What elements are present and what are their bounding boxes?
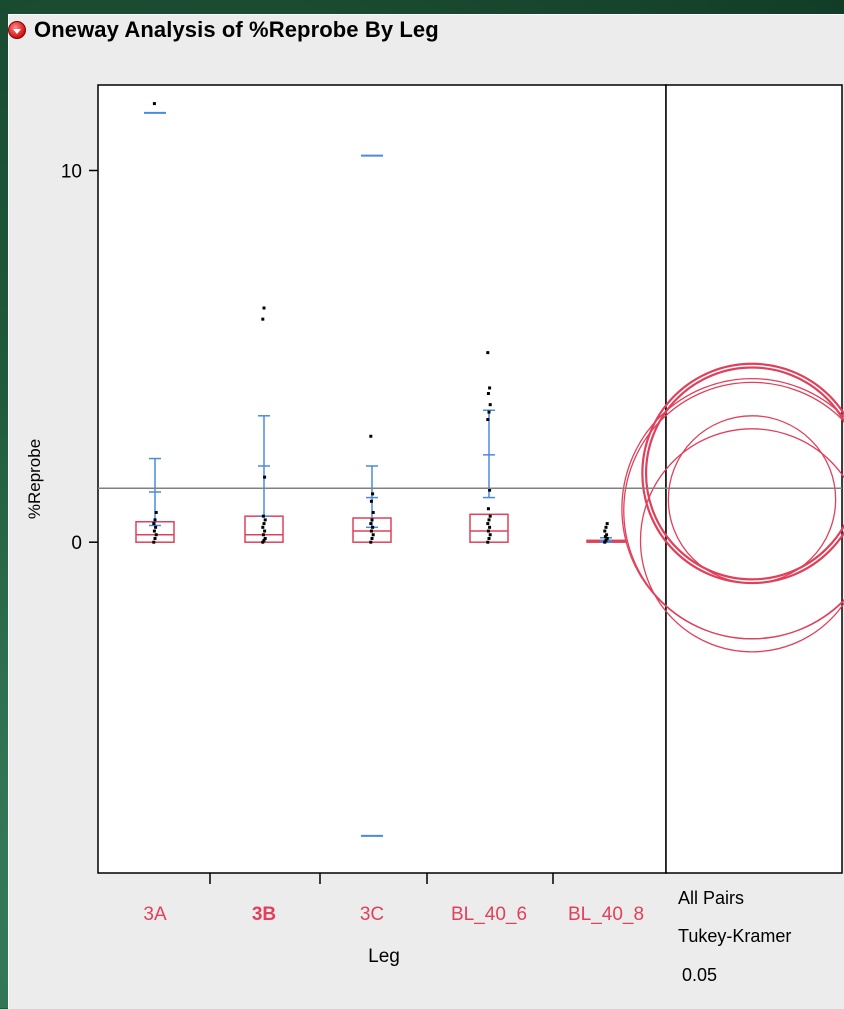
comparison-method-line1: All Pairs <box>678 888 744 908</box>
data-point-3B <box>263 529 267 533</box>
comparison-circle <box>644 366 844 581</box>
comparison-circle <box>667 415 837 584</box>
plot-frame <box>97 84 667 874</box>
comparison-method-line2: Tukey-Kramer <box>678 926 791 946</box>
chart-marks <box>135 102 626 837</box>
data-point-3C <box>371 492 375 496</box>
data-point-BL_40_8 <box>603 540 607 544</box>
data-point-3B <box>262 538 266 542</box>
comparison-circle <box>639 428 844 653</box>
data-point-3B <box>261 533 265 537</box>
data-point-BL_40_8 <box>603 535 607 539</box>
data-point-BL_40_6 <box>487 536 491 540</box>
data-point-3B <box>262 522 266 526</box>
data-point-3C <box>370 536 374 540</box>
data-point-BL_40_8 <box>605 533 609 537</box>
data-point-BL_40_6 <box>486 529 490 533</box>
data-point-BL_40_6 <box>486 418 490 422</box>
data-point-BL_40_6 <box>488 386 492 390</box>
data-point-3C <box>370 518 374 522</box>
disclosure-triangle-icon[interactable] <box>8 21 26 39</box>
y-tick-label: 10 <box>61 161 82 182</box>
x-tick-label-3c: 3C <box>360 904 384 925</box>
data-point-BL_40_6 <box>488 525 492 529</box>
data-point-3C <box>369 434 373 438</box>
data-point-BL_40_6 <box>486 522 490 526</box>
data-point-3A <box>154 510 158 514</box>
y-axis: 0 10 %Reprobe <box>25 161 98 554</box>
data-point-BL_40_6 <box>488 403 492 407</box>
data-point-3B <box>261 317 265 321</box>
data-point-3B <box>261 540 265 544</box>
data-point-BL_40_6 <box>488 514 492 518</box>
data-point-3A <box>153 518 157 522</box>
data-point-BL_40_8 <box>604 538 608 542</box>
data-point-3A <box>152 540 156 544</box>
data-point-BL_40_6 <box>486 540 490 544</box>
data-point-3A <box>153 536 157 540</box>
report-header: Oneway Analysis of %Reprobe By Leg <box>8 10 836 50</box>
x-axis-label: Leg <box>368 946 400 967</box>
comparison-circle <box>623 381 844 640</box>
data-point-3B <box>263 536 267 540</box>
data-point-3A <box>152 102 156 106</box>
page-title: Oneway Analysis of %Reprobe By Leg <box>34 17 439 42</box>
data-point-BL_40_6 <box>488 488 492 492</box>
data-point-BL_40_8 <box>605 536 609 540</box>
data-point-BL_40_6 <box>486 392 490 396</box>
data-point-3A <box>154 533 158 537</box>
x-tick-label-3b: 3B <box>252 904 276 925</box>
data-point-BL_40_6 <box>486 351 490 355</box>
data-point-BL_40_6 <box>486 507 490 511</box>
y-axis-label: %Reprobe <box>25 439 44 519</box>
data-point-3B <box>261 525 265 529</box>
data-point-BL_40_8 <box>605 522 609 526</box>
x-axis: 3A 3B 3C BL_40_6 BL_40_8 Leg <box>143 873 644 967</box>
comparison-circles <box>621 362 844 653</box>
comparison-alpha: 0.05 <box>682 965 717 985</box>
data-point-3C <box>369 540 373 544</box>
x-tick-label-3a: 3A <box>143 904 167 925</box>
data-point-3B <box>261 514 265 518</box>
comparison-legend: All Pairs Tukey-Kramer 0.05 <box>678 888 791 985</box>
data-point-3C <box>369 499 373 503</box>
data-point-3B <box>263 518 267 522</box>
data-point-3A <box>152 529 156 533</box>
data-point-3C <box>371 525 375 529</box>
data-point-3C <box>371 510 375 514</box>
data-point-BL_40_6 <box>487 410 491 414</box>
data-point-3C <box>371 533 375 537</box>
x-tick-label-bl-40-8: BL_40_8 <box>568 904 644 925</box>
data-point-BL_40_6 <box>487 518 491 522</box>
data-point-BL_40_6 <box>488 533 492 537</box>
data-point-3C <box>369 522 373 526</box>
data-point-3B <box>263 475 267 479</box>
x-tick-label-bl-40-6: BL_40_6 <box>451 904 527 925</box>
data-point-BL_40_8 <box>604 525 608 529</box>
comparison-circles-frame <box>665 84 843 874</box>
data-point-3A <box>154 525 158 529</box>
data-point-3C <box>369 529 373 533</box>
data-point-BL_40_8 <box>603 529 607 533</box>
data-point-3B <box>262 306 266 310</box>
data-point-3A <box>152 522 156 526</box>
y-tick-label: 0 <box>71 533 82 554</box>
